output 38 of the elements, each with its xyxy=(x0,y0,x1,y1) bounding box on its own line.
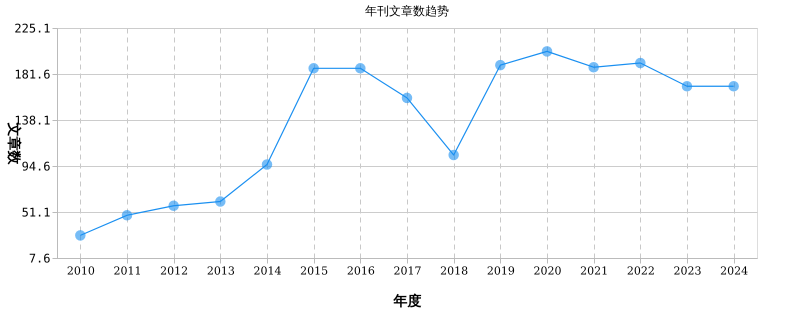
x-tick-label: 2017 xyxy=(394,264,422,278)
y-tick-label: 225.1 xyxy=(14,22,50,36)
point xyxy=(635,58,646,68)
y-axis-title: 文章数 xyxy=(5,122,22,166)
x-tick-label: 2021 xyxy=(580,264,608,278)
chart-title: 年刊文章数趋势 xyxy=(365,4,449,18)
x-tick-label: 2015 xyxy=(300,264,328,278)
point xyxy=(215,196,226,207)
x-tick-label: 2019 xyxy=(486,264,515,278)
y-tick-label: 181.6 xyxy=(14,68,50,82)
x-tick-label: 2010 xyxy=(66,264,95,278)
point xyxy=(402,92,412,104)
point xyxy=(122,210,132,221)
point xyxy=(728,81,739,92)
x-tick-label: 2018 xyxy=(440,264,468,278)
x-axis-title: 年度 xyxy=(392,292,422,310)
point xyxy=(542,46,552,57)
y-tick-label: 51.1 xyxy=(22,206,50,220)
x-tick-label: 2020 xyxy=(534,264,562,278)
x-tick-label: 2014 xyxy=(254,264,282,278)
x-tick-label: 2016 xyxy=(346,264,375,278)
x-tick-label: 2024 xyxy=(720,264,748,278)
point xyxy=(588,62,599,72)
x-tick-label: 2013 xyxy=(206,264,235,278)
point xyxy=(448,150,459,160)
point xyxy=(682,81,692,92)
point xyxy=(308,63,319,74)
point xyxy=(355,63,366,74)
x-tick-label: 2023 xyxy=(674,264,702,278)
y-tick-label: 7.6 xyxy=(28,252,50,266)
point xyxy=(168,200,179,211)
x-tick-label: 2012 xyxy=(160,264,188,278)
x-tick-label: 2011 xyxy=(114,264,142,278)
x-tick-label: 2022 xyxy=(626,264,655,278)
point xyxy=(495,60,506,70)
point xyxy=(262,159,272,170)
y-tick-label: 94.6 xyxy=(22,160,50,174)
point xyxy=(75,230,86,241)
